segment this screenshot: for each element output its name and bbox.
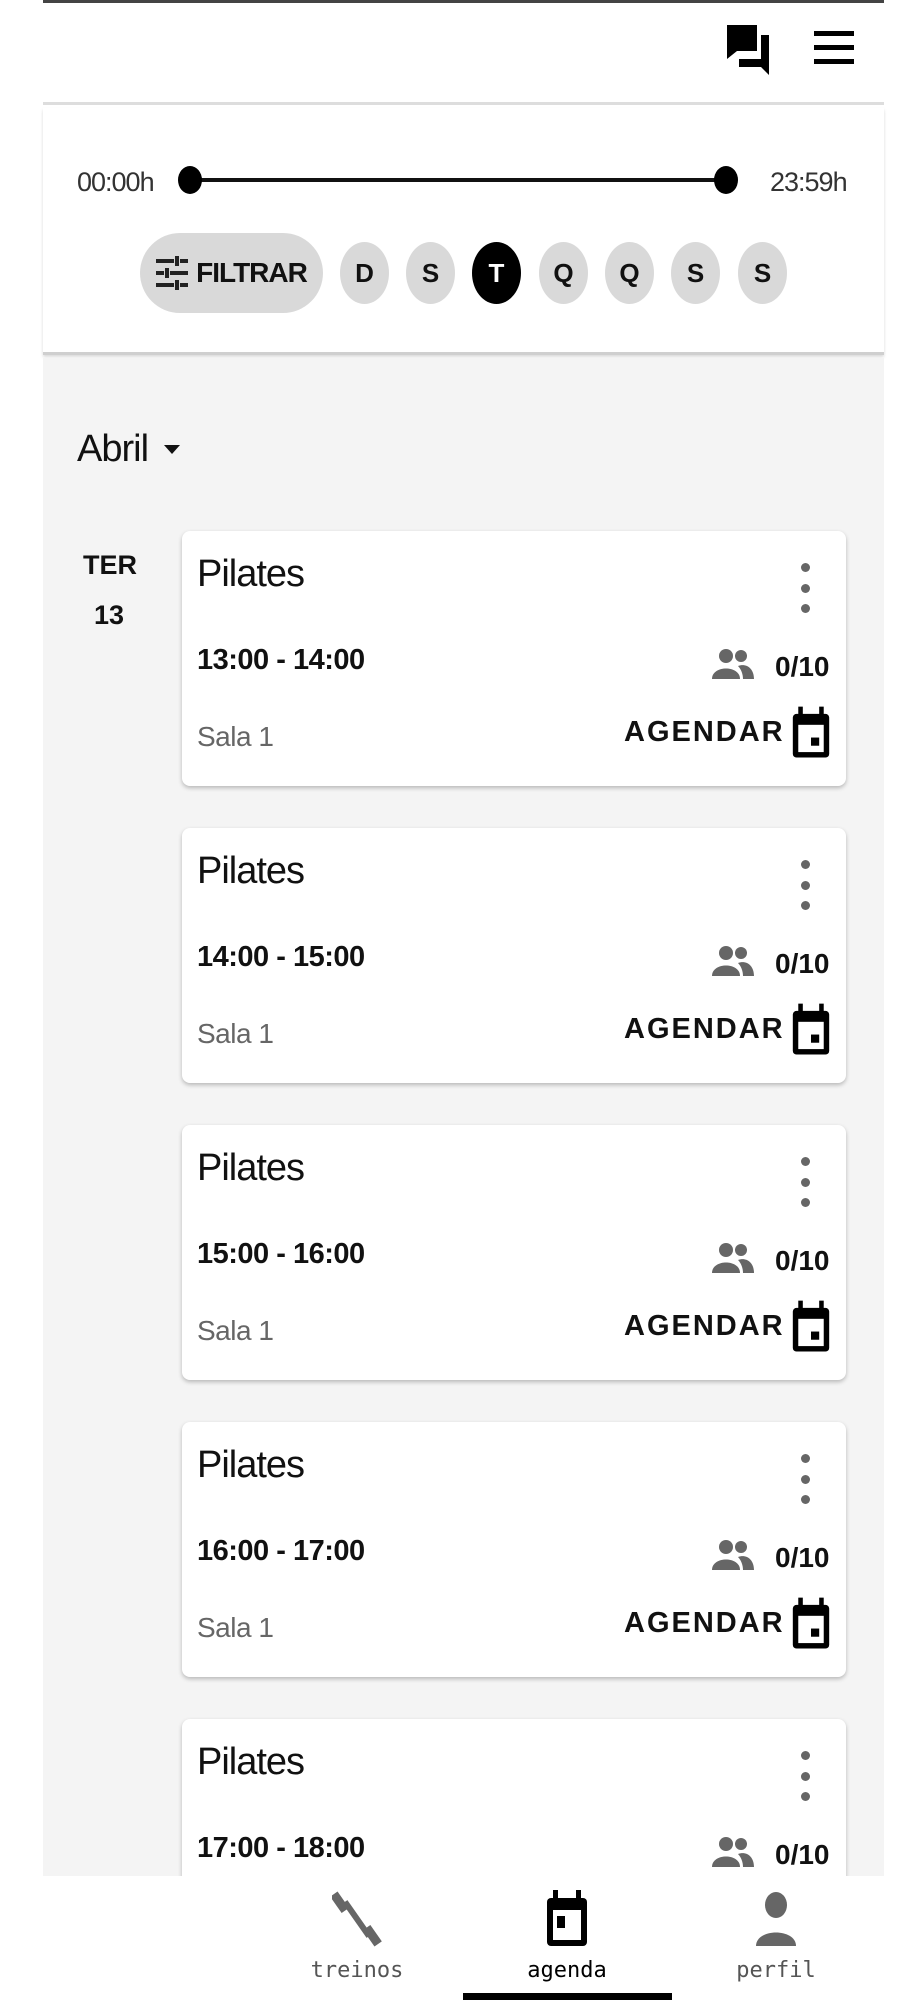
time-start-label: 00:00h <box>77 167 155 197</box>
day-tuesday[interactable]: T <box>472 242 521 304</box>
people-icon <box>712 1243 754 1273</box>
class-card[interactable]: Pilates 13:00 - 14:00 0/10 Sala 1 AGENDA… <box>182 531 846 786</box>
day-saturday[interactable]: S <box>738 242 787 304</box>
calendar-add-icon[interactable] <box>791 1596 831 1652</box>
app-header <box>43 3 884 105</box>
class-room: Sala 1 <box>197 1315 274 1346</box>
caret-down-icon <box>164 444 181 454</box>
class-card[interactable]: Pilates 17:00 - 18:00 0/10 Sala 1 AGENDA… <box>182 1719 846 1876</box>
more-options-icon[interactable] <box>793 860 817 910</box>
class-title: Pilates <box>197 1147 305 1189</box>
class-time: 13:00 - 14:00 <box>197 644 365 676</box>
more-options-icon[interactable] <box>793 1751 817 1801</box>
more-options-icon[interactable] <box>793 1157 817 1207</box>
more-options-icon[interactable] <box>793 563 817 613</box>
slider-start-handle[interactable] <box>178 166 202 194</box>
nav-agenda[interactable]: agenda <box>467 1876 667 2000</box>
day-thursday[interactable]: Q <box>605 242 654 304</box>
dumbbell-icon <box>332 1891 382 1947</box>
calendar-add-icon[interactable] <box>791 1299 831 1355</box>
day-sunday[interactable]: D <box>340 242 389 304</box>
forum-icon[interactable] <box>725 23 773 79</box>
capacity-count: 0/10 <box>775 1245 830 1276</box>
filter-label: FILTRAR <box>196 257 308 288</box>
slider-end-handle[interactable] <box>714 166 738 194</box>
people-icon <box>712 1540 754 1570</box>
class-card[interactable]: Pilates 15:00 - 16:00 0/10 Sala 1 AGENDA… <box>182 1125 846 1380</box>
class-title: Pilates <box>197 1741 305 1783</box>
time-end-label: 23:59h <box>770 167 848 197</box>
class-title: Pilates <box>197 1444 305 1486</box>
time-range-slider[interactable] <box>190 178 726 182</box>
capacity-count: 0/10 <box>775 651 830 682</box>
people-icon <box>712 1837 754 1867</box>
filters-panel <box>43 108 884 355</box>
capacity-count: 0/10 <box>775 948 830 979</box>
class-time: 16:00 - 17:00 <box>197 1535 365 1567</box>
date-weekday: TER <box>83 550 137 580</box>
filter-button[interactable]: FILTRAR <box>140 233 323 313</box>
day-wednesday[interactable]: Q <box>539 242 588 304</box>
calendar-add-icon[interactable] <box>791 1002 831 1058</box>
top-border <box>43 0 884 3</box>
bottom-nav: treinos agenda perfil <box>43 1876 884 2000</box>
schedule-list: Abril TER 13 Pilates 13:00 - 14:00 0/10 … <box>43 358 884 1876</box>
nav-label: perfil <box>736 1958 816 1983</box>
class-time: 15:00 - 16:00 <box>197 1238 365 1270</box>
person-icon <box>756 1892 796 1946</box>
tune-icon <box>156 256 189 290</box>
nav-treinos[interactable]: treinos <box>257 1876 457 2000</box>
month-selector[interactable]: Abril <box>77 428 181 471</box>
class-title: Pilates <box>197 553 305 595</box>
active-tab-indicator <box>463 1993 672 2000</box>
schedule-button[interactable]: AGENDAR <box>624 716 785 748</box>
people-icon <box>712 649 754 679</box>
nav-label: treinos <box>310 1958 404 1983</box>
people-icon <box>712 946 754 976</box>
capacity-count: 0/10 <box>775 1839 830 1870</box>
menu-icon[interactable] <box>814 31 854 65</box>
class-time: 17:00 - 18:00 <box>197 1832 365 1864</box>
class-card[interactable]: Pilates 14:00 - 15:00 0/10 Sala 1 AGENDA… <box>182 828 846 1083</box>
class-title: Pilates <box>197 850 305 892</box>
class-time: 14:00 - 15:00 <box>197 941 365 973</box>
class-room: Sala 1 <box>197 1018 274 1049</box>
more-options-icon[interactable] <box>793 1454 817 1504</box>
schedule-button[interactable]: AGENDAR <box>624 1013 785 1045</box>
class-room: Sala 1 <box>197 1612 274 1643</box>
date-day: 13 <box>93 600 125 630</box>
class-room: Sala 1 <box>197 721 274 752</box>
calendar-add-icon[interactable] <box>791 705 831 761</box>
month-label: Abril <box>77 428 149 470</box>
day-monday[interactable]: S <box>406 242 455 304</box>
capacity-count: 0/10 <box>775 1542 830 1573</box>
day-friday[interactable]: S <box>671 242 720 304</box>
schedule-button[interactable]: AGENDAR <box>624 1607 785 1639</box>
nav-label: agenda <box>527 1958 607 1983</box>
schedule-button[interactable]: AGENDAR <box>624 1310 785 1342</box>
calendar-icon <box>547 1890 587 1946</box>
nav-perfil[interactable]: perfil <box>676 1876 876 2000</box>
class-card[interactable]: Pilates 16:00 - 17:00 0/10 Sala 1 AGENDA… <box>182 1422 846 1677</box>
